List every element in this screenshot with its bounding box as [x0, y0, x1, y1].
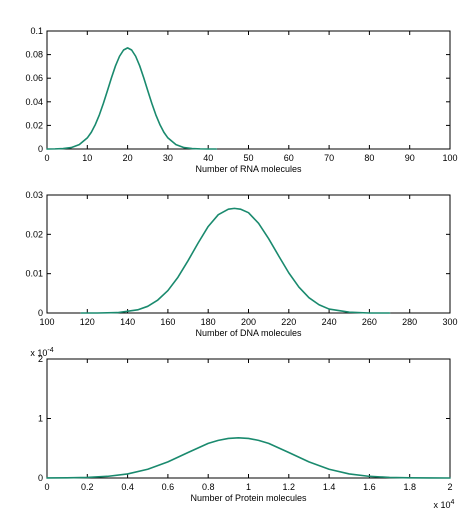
y-tick-label: 0.1	[30, 26, 43, 36]
subplot-2: 100 120 140 160 180 200 220 240 260 280 300 0 0.01 0.…	[25, 190, 457, 338]
y-tick-label: 1	[38, 414, 43, 424]
x-tick-label: 120	[80, 317, 95, 327]
x-tick-label: 40	[203, 153, 213, 163]
x-tick-label: 180	[201, 317, 216, 327]
subplot-1: 0 10 20 30 40 50 60 70 80 90 100 0 0.02 0.04 0.06 0.08 0…	[25, 26, 457, 174]
x-tick-label: 2	[447, 482, 452, 492]
y-tick-label: 0.02	[25, 229, 43, 239]
y-tick-label: 0	[38, 144, 43, 154]
y-tick-label: 2	[38, 354, 43, 364]
x-tick-label: 160	[160, 317, 175, 327]
x-tick-label: 30	[163, 153, 173, 163]
x-tick-label: 100	[442, 153, 457, 163]
x-tick-label: 240	[322, 317, 337, 327]
x-tick-label: 280	[402, 317, 417, 327]
y-tick-label: 0.04	[25, 97, 43, 107]
x-tick-label: 0.8	[202, 482, 215, 492]
y-tick-label: 0	[38, 473, 43, 483]
y-tick-label: 0.08	[25, 50, 43, 60]
x-tick-label: 80	[364, 153, 374, 163]
x-tick-label: 100	[39, 317, 54, 327]
x-tick-label: 1.8	[403, 482, 416, 492]
x-tick-label: 0	[44, 482, 49, 492]
subplot-3: 0 0.2 0.4 0.6 0.8 1 1.2 1.4 1.6 1.8 2 0 1 2 Number of …	[30, 347, 454, 510]
x-tick-label: 1.6	[363, 482, 376, 492]
x-tick-label: 200	[241, 317, 256, 327]
plot-area-frame	[46, 358, 451, 479]
x-tick-label: 140	[120, 317, 135, 327]
series-line-1	[46, 47, 218, 150]
x-tick-label: 70	[324, 153, 334, 163]
x-axis-multiplier: x 104	[434, 499, 455, 510]
x-axis-label: Number of Protein molecules	[190, 493, 307, 503]
y-tick-label: 0.02	[25, 120, 43, 130]
x-tick-label: 90	[405, 153, 415, 163]
series-line-1	[80, 207, 391, 314]
x-axis-label: Number of DNA molecules	[195, 328, 302, 338]
y-tick-label: 0	[38, 308, 43, 318]
x-tick-label: 50	[243, 153, 253, 163]
x-tick-label: 300	[442, 317, 457, 327]
x-tick-label: 20	[123, 153, 133, 163]
x-tick-label: 0.2	[81, 482, 94, 492]
x-tick-label: 1.2	[283, 482, 296, 492]
x-axis-label: Number of RNA molecules	[195, 164, 302, 174]
y-axis-multiplier: x 10-4	[30, 347, 53, 358]
x-tick-label: 0.4	[121, 482, 134, 492]
x-tick-label: 0	[44, 153, 49, 163]
x-tick-label: 10	[82, 153, 92, 163]
x-tick-label: 260	[362, 317, 377, 327]
x-tick-label: 60	[284, 153, 294, 163]
series-line-1	[46, 437, 451, 479]
y-tick-label: 0.06	[25, 73, 43, 83]
x-tick-label: 1	[246, 482, 251, 492]
x-tick-label: 220	[281, 317, 296, 327]
x-tick-label: 1.4	[323, 482, 336, 492]
x-tick-label: 0.6	[162, 482, 175, 492]
y-tick-label: 0.01	[25, 269, 43, 279]
y-tick-label: 0.03	[25, 190, 43, 200]
